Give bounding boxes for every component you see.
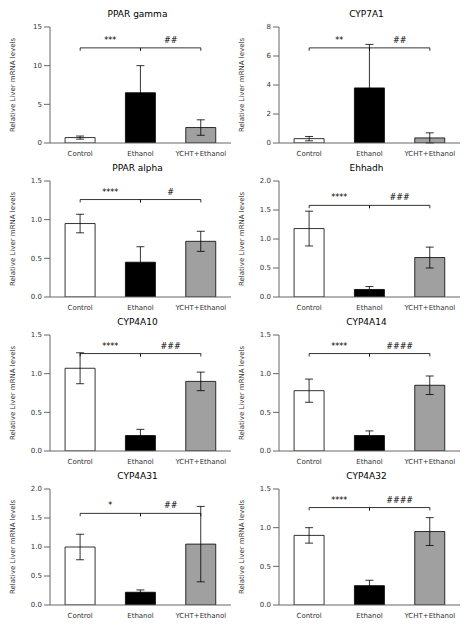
svg-text:Ethanol: Ethanol xyxy=(127,304,154,312)
svg-text:Relative Liver mRNA levels: Relative Liver mRNA levels xyxy=(238,192,246,286)
svg-text:##: ## xyxy=(393,36,407,45)
svg-text:0.0: 0.0 xyxy=(260,293,271,301)
html-text:CYP4A32: CYP4A32 xyxy=(346,471,387,481)
svg-text:YCHT+Ethanol: YCHT+Ethanol xyxy=(403,612,455,620)
html-text:CYP4A10: CYP4A10 xyxy=(117,317,158,327)
svg-text:1.5: 1.5 xyxy=(31,514,42,522)
svg-text:Ethanol: Ethanol xyxy=(127,150,154,158)
svg-text:0.0: 0.0 xyxy=(31,293,42,301)
svg-text:Control: Control xyxy=(297,612,322,620)
svg-text:Control: Control xyxy=(68,458,93,466)
svg-text:1.5: 1.5 xyxy=(260,206,271,214)
svg-text:Ethanol: Ethanol xyxy=(127,458,154,466)
svg-text:####: #### xyxy=(386,342,413,351)
svg-text:1.0: 1.0 xyxy=(260,235,271,243)
svg-text:YCHT+Ethanol: YCHT+Ethanol xyxy=(174,150,226,158)
svg-text:2.0: 2.0 xyxy=(260,177,271,185)
html-text:CYP7A1: CYP7A1 xyxy=(349,9,384,19)
svg-text:**: ** xyxy=(335,36,343,45)
svg-text:*: * xyxy=(108,501,112,510)
svg-text:Relative Liver mRNA levels: Relative Liver mRNA levels xyxy=(9,192,17,286)
svg-text:YCHT+Ethanol: YCHT+Ethanol xyxy=(403,458,455,466)
svg-text:10: 10 xyxy=(33,62,42,70)
svg-text:YCHT+Ethanol: YCHT+Ethanol xyxy=(174,458,226,466)
svg-text:1.0: 1.0 xyxy=(260,524,271,532)
svg-text:Relative Liver mRNA levels: Relative Liver mRNA levels xyxy=(9,500,17,594)
svg-text:0.0: 0.0 xyxy=(31,601,42,609)
svg-text:Ethanol: Ethanol xyxy=(356,458,383,466)
svg-text:Control: Control xyxy=(297,150,322,158)
svg-text:Ethanol: Ethanol xyxy=(356,612,383,620)
svg-text:****: **** xyxy=(102,342,118,351)
svg-text:Control: Control xyxy=(297,458,322,466)
svg-text:Relative Liver mRNA levels: Relative Liver mRNA levels xyxy=(9,346,17,440)
svg-text:###: ### xyxy=(161,342,181,351)
svg-text:####: #### xyxy=(386,496,413,505)
svg-text:1.5: 1.5 xyxy=(31,331,42,339)
svg-text:8: 8 xyxy=(267,23,271,31)
svg-text:****: **** xyxy=(331,193,347,202)
svg-text:Control: Control xyxy=(68,150,93,158)
svg-text:#: # xyxy=(167,188,174,197)
svg-text:Relative Liver mRNA levels: Relative Liver mRNA levels xyxy=(238,500,246,594)
svg-text:Control: Control xyxy=(68,612,93,620)
svg-text:2: 2 xyxy=(267,110,271,118)
svg-text:##: ## xyxy=(164,501,178,510)
svg-text:0.5: 0.5 xyxy=(260,563,271,571)
svg-text:##: ## xyxy=(164,36,178,45)
svg-text:Relative Liver mRNA levels: Relative Liver mRNA levels xyxy=(238,38,246,132)
svg-text:****: **** xyxy=(331,342,347,351)
svg-text:Ethanol: Ethanol xyxy=(356,150,383,158)
svg-text:0.5: 0.5 xyxy=(31,409,42,417)
svg-text:4: 4 xyxy=(267,81,272,89)
svg-text:6: 6 xyxy=(267,52,272,60)
html-text:PPAR gamma: PPAR gamma xyxy=(107,9,168,19)
svg-text:****: **** xyxy=(102,188,118,197)
svg-text:***: *** xyxy=(104,36,116,45)
html-text:CYP4A31: CYP4A31 xyxy=(117,471,158,481)
svg-text:1.5: 1.5 xyxy=(260,485,271,493)
html-text:PPAR alpha: PPAR alpha xyxy=(112,163,163,173)
svg-text:0.5: 0.5 xyxy=(260,409,271,417)
svg-text:1.0: 1.0 xyxy=(31,216,42,224)
svg-text:Relative Liver mRNA levels: Relative Liver mRNA levels xyxy=(9,38,17,132)
svg-text:###: ### xyxy=(390,193,410,202)
svg-text:1.0: 1.0 xyxy=(260,370,271,378)
svg-text:YCHT+Ethanol: YCHT+Ethanol xyxy=(403,304,455,312)
svg-text:Control: Control xyxy=(297,304,322,312)
svg-text:Ethanol: Ethanol xyxy=(127,612,154,620)
svg-text:YCHT+Ethanol: YCHT+Ethanol xyxy=(403,150,455,158)
svg-text:0: 0 xyxy=(38,139,42,147)
svg-text:Control: Control xyxy=(68,304,93,312)
svg-text:5: 5 xyxy=(38,101,42,109)
svg-text:0.5: 0.5 xyxy=(31,572,42,580)
svg-text:1.0: 1.0 xyxy=(31,543,42,551)
svg-text:0.5: 0.5 xyxy=(31,255,42,263)
svg-text:Ethanol: Ethanol xyxy=(356,304,383,312)
html-text:CYP4A14: CYP4A14 xyxy=(346,317,387,327)
svg-text:0.5: 0.5 xyxy=(260,264,271,272)
svg-text:1.5: 1.5 xyxy=(260,331,271,339)
html-text:Ehhadh: Ehhadh xyxy=(349,163,384,173)
svg-text:Relative Liver mRNA levels: Relative Liver mRNA levels xyxy=(238,346,246,440)
svg-text:0.0: 0.0 xyxy=(31,447,42,455)
svg-text:1.5: 1.5 xyxy=(31,177,42,185)
svg-text:1.0: 1.0 xyxy=(31,370,42,378)
svg-text:****: **** xyxy=(331,496,347,505)
svg-text:YCHT+Ethanol: YCHT+Ethanol xyxy=(174,304,226,312)
svg-text:0.0: 0.0 xyxy=(260,447,271,455)
svg-text:15: 15 xyxy=(33,23,42,31)
svg-text:0.0: 0.0 xyxy=(260,601,271,609)
svg-text:0: 0 xyxy=(267,139,271,147)
svg-text:YCHT+Ethanol: YCHT+Ethanol xyxy=(174,612,226,620)
svg-text:2.0: 2.0 xyxy=(31,485,42,493)
